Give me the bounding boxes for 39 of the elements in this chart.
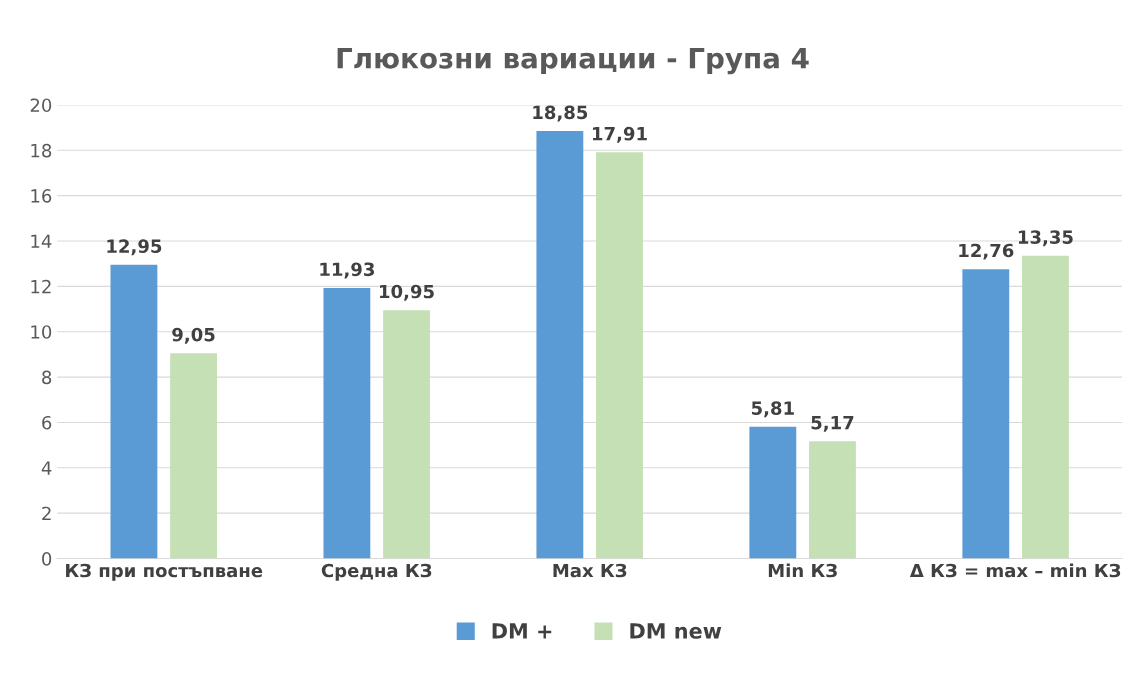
bar bbox=[323, 287, 371, 559]
data-label: 17,91 bbox=[592, 126, 647, 143]
bar bbox=[536, 131, 584, 559]
legend-label: DM new bbox=[630, 623, 722, 639]
legend-label: DM + bbox=[492, 623, 552, 639]
y-tick-label: 8 bbox=[42, 370, 52, 385]
y-tick-label: 20 bbox=[30, 98, 52, 113]
data-label: 18,85 bbox=[533, 105, 588, 122]
y-tick-label: 6 bbox=[42, 415, 52, 430]
data-label: 9,05 bbox=[172, 327, 215, 344]
y-tick-label: 16 bbox=[31, 189, 52, 203]
chart-title: Глюкозни вариации - Група 4 bbox=[337, 48, 809, 75]
y-tick-label: 4 bbox=[41, 461, 52, 475]
data-label: 12,95 bbox=[107, 239, 162, 256]
y-tick-label: 10 bbox=[31, 325, 52, 339]
data-label: 5,17 bbox=[811, 416, 854, 432]
bar bbox=[170, 353, 217, 559]
bar bbox=[1022, 255, 1069, 559]
data-label: 5,81 bbox=[751, 401, 794, 418]
y-tick-label: 0 bbox=[42, 551, 52, 566]
y-tick-label: 14 bbox=[31, 234, 52, 248]
x-tick-label: КЗ при постъпване bbox=[66, 563, 263, 581]
y-tick-label: 18 bbox=[31, 143, 52, 158]
bar bbox=[809, 441, 856, 559]
data-label: 12,76 bbox=[959, 243, 1014, 260]
bar bbox=[596, 152, 643, 559]
bar bbox=[383, 310, 430, 559]
bar bbox=[962, 269, 1010, 559]
y-tick-label: 12 bbox=[31, 279, 51, 294]
x-tick-label: Max КЗ bbox=[553, 563, 627, 578]
x-tick-label: Min КЗ bbox=[768, 563, 837, 578]
bar bbox=[110, 264, 158, 559]
y-tick-label: 2 bbox=[42, 506, 51, 521]
x-tick-label: Средна КЗ bbox=[321, 563, 432, 581]
data-label: 10,95 bbox=[380, 284, 434, 301]
data-label: 11,93 bbox=[320, 262, 375, 279]
x-tick-label: Δ КЗ = max – min КЗ bbox=[909, 563, 1121, 578]
data-label: 13,35 bbox=[1018, 230, 1073, 247]
bar bbox=[749, 426, 797, 559]
